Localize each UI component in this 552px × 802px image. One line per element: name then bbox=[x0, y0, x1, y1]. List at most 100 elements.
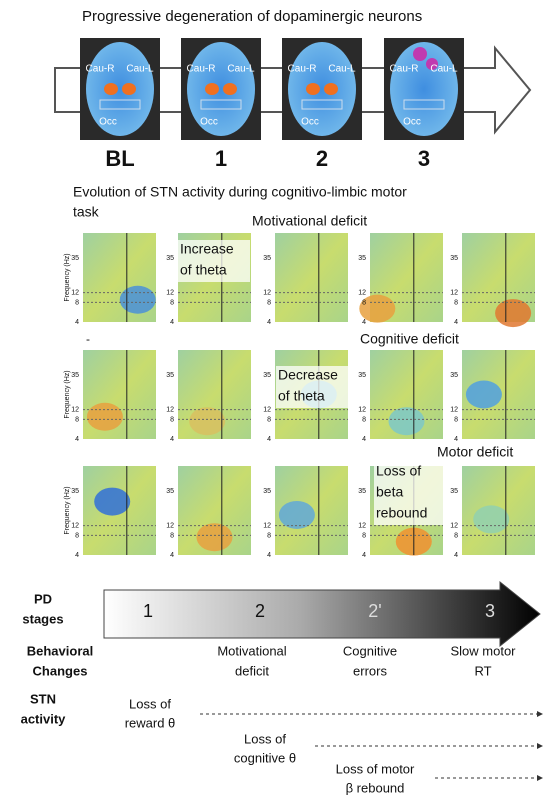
roi bbox=[301, 99, 343, 110]
freq-tick: 12 bbox=[166, 289, 174, 296]
note: of theta bbox=[180, 262, 227, 278]
scan-label: Occ bbox=[301, 117, 319, 128]
scan-brain bbox=[288, 42, 356, 136]
scan-brain bbox=[86, 42, 154, 136]
stn-item: Loss of bbox=[244, 731, 286, 746]
freq-tick: 12 bbox=[450, 406, 458, 413]
stage-label: 3 bbox=[418, 146, 430, 171]
scan-label: Occ bbox=[200, 117, 218, 128]
axis-label: Frequency (Hz) bbox=[64, 370, 71, 418]
axis-label: Frequency (Hz) bbox=[64, 486, 71, 534]
scan-label: Cau-L bbox=[227, 64, 255, 75]
freq-tick: 12 bbox=[450, 522, 458, 529]
note: beta bbox=[376, 484, 403, 500]
deficit: Cognitive deficit bbox=[360, 331, 459, 347]
freq-tick: 4 bbox=[170, 436, 174, 443]
stage-step: 2' bbox=[368, 601, 381, 621]
freq-tick: 8 bbox=[362, 299, 366, 306]
freq-tick: 4 bbox=[75, 436, 79, 443]
freq-tick: 8 bbox=[75, 416, 79, 423]
freq-tick: 8 bbox=[170, 532, 174, 539]
stage-label: 1 bbox=[215, 146, 227, 171]
freq-tick: 4 bbox=[454, 319, 458, 326]
stn-item: Loss of bbox=[129, 696, 171, 711]
section-label: stages bbox=[22, 611, 63, 626]
stn-item: reward θ bbox=[125, 715, 176, 730]
stage-arrow bbox=[103, 580, 541, 648]
deficit: Motivational deficit bbox=[252, 213, 367, 229]
scan-label: Occ bbox=[99, 117, 117, 128]
power-blob bbox=[189, 407, 226, 436]
freq-tick: 8 bbox=[75, 532, 79, 539]
power-blob bbox=[359, 294, 396, 323]
freq-tick: 4 bbox=[170, 552, 174, 559]
behavior-item: Slow motor bbox=[450, 643, 516, 658]
scan-label: Cau-R bbox=[288, 64, 317, 75]
freq-tick: 35 bbox=[450, 372, 458, 379]
stage-label: BL bbox=[105, 146, 134, 171]
marker: - bbox=[86, 332, 90, 346]
power-blob bbox=[94, 487, 131, 516]
freq-tick: 8 bbox=[454, 416, 458, 423]
stage-step: 2 bbox=[255, 601, 265, 621]
freq-tick: 8 bbox=[170, 416, 174, 423]
note-bg bbox=[276, 366, 348, 408]
note-bg bbox=[374, 462, 446, 525]
freq-tick: 8 bbox=[75, 299, 79, 306]
freq-tick: 4 bbox=[267, 436, 271, 443]
stn-item: Loss of motor bbox=[336, 761, 415, 776]
freq-tick: 35 bbox=[166, 372, 174, 379]
freq-tick: 35 bbox=[166, 255, 174, 262]
power-blob bbox=[278, 500, 315, 529]
freq-tick: 4 bbox=[75, 552, 79, 559]
uptake bbox=[104, 83, 118, 95]
freq-tick: 12 bbox=[71, 406, 79, 413]
freq-tick: 12 bbox=[263, 289, 271, 296]
freq-tick: 8 bbox=[267, 532, 271, 539]
freq-tick: 35 bbox=[166, 488, 174, 495]
freq-tick: 4 bbox=[267, 552, 271, 559]
deficit: Motor deficit bbox=[437, 444, 513, 460]
scan-label: Cau-L bbox=[430, 64, 458, 75]
note: rebound bbox=[376, 505, 427, 521]
scan-label: Cau-R bbox=[86, 64, 115, 75]
subtitle: task bbox=[73, 204, 100, 220]
behavior-item: RT bbox=[474, 663, 491, 678]
freq-tick: 12 bbox=[358, 406, 366, 413]
freq-tick: 8 bbox=[267, 416, 271, 423]
stn-item: β rebound bbox=[346, 780, 405, 795]
freq-tick: 12 bbox=[71, 289, 79, 296]
uptake bbox=[306, 83, 320, 95]
freq-tick: 35 bbox=[71, 488, 79, 495]
uptake bbox=[413, 47, 427, 61]
power-blob bbox=[495, 299, 532, 328]
behavior-item: Cognitive bbox=[343, 643, 397, 658]
uptake bbox=[205, 83, 219, 95]
freq-tick: 4 bbox=[454, 552, 458, 559]
freq-tick: 12 bbox=[263, 406, 271, 413]
section-label: Behavioral bbox=[27, 643, 93, 658]
roi bbox=[403, 99, 445, 110]
scan-brain bbox=[390, 42, 458, 136]
freq-tick: 12 bbox=[166, 406, 174, 413]
behavior-item: errors bbox=[353, 663, 387, 678]
freq-tick: 8 bbox=[267, 299, 271, 306]
freq-tick: 12 bbox=[358, 289, 366, 296]
freq-tick: 12 bbox=[358, 522, 366, 529]
freq-tick: 4 bbox=[170, 319, 174, 326]
section-label: Changes bbox=[33, 663, 88, 678]
freq-tick: 35 bbox=[263, 488, 271, 495]
freq-tick: 35 bbox=[71, 255, 79, 262]
freq-tick: 35 bbox=[450, 255, 458, 262]
freq-tick: 35 bbox=[358, 372, 366, 379]
power-blob bbox=[388, 407, 425, 436]
subtitle: Evolution of STN activity during cogniti… bbox=[73, 184, 407, 200]
scan-label: Cau-L bbox=[126, 64, 154, 75]
section-label: activity bbox=[21, 711, 67, 726]
power-blob bbox=[119, 285, 156, 314]
uptake bbox=[324, 83, 338, 95]
freq-tick: 35 bbox=[263, 255, 271, 262]
scan-label: Occ bbox=[403, 117, 421, 128]
freq-tick: 8 bbox=[454, 299, 458, 306]
